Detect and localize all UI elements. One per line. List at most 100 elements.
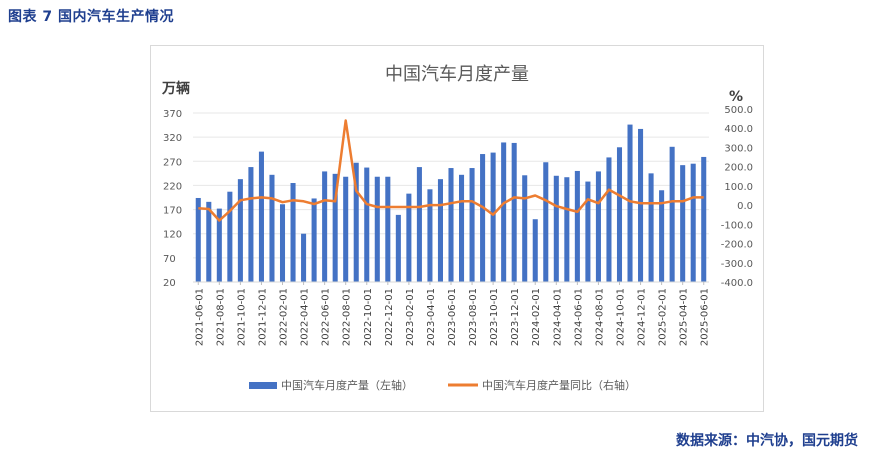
bar xyxy=(427,189,433,282)
bar xyxy=(659,190,665,282)
x-tick-label: 2022-12-01 xyxy=(384,288,395,346)
bar xyxy=(374,176,380,282)
y2-tick-label: -400.0 xyxy=(721,278,753,289)
bar xyxy=(511,142,517,282)
bar xyxy=(522,175,528,282)
x-tick-label: 2021-10-01 xyxy=(236,288,247,346)
x-tick-label: 2025-02-01 xyxy=(658,288,669,346)
y-tick-label: 170 xyxy=(163,206,182,217)
y2-tick-label: -100.0 xyxy=(721,220,753,231)
x-tick-label: 2024-02-01 xyxy=(531,288,542,346)
yoy-line xyxy=(198,119,704,222)
bar xyxy=(680,165,686,282)
legend: 中国汽车月度产量（左轴） 中国汽车月度产量同比（右轴） xyxy=(249,378,636,392)
y2-tick-label: 300.0 xyxy=(724,143,753,154)
bar xyxy=(395,214,401,282)
axis-labels: 20 70 120 170 220 270 320 370 -400.0 -300.0 -200.0… xyxy=(163,105,753,346)
y-tick-label: 370 xyxy=(163,109,182,120)
bar xyxy=(585,181,591,282)
x-tick-label: 2023-06-01 xyxy=(447,288,458,346)
bar xyxy=(606,157,612,282)
bar xyxy=(258,151,264,282)
chart-frame: 中国汽车月度产量 万辆 % 20 70 120 170 220 270 320 370 -400… xyxy=(150,45,764,412)
bar xyxy=(564,177,570,282)
bar xyxy=(690,163,696,282)
bar xyxy=(490,152,496,282)
bar xyxy=(532,219,538,282)
x-tick-label: 2024-12-01 xyxy=(637,288,648,346)
bar xyxy=(416,167,422,282)
x-tick-label: 2023-08-01 xyxy=(468,288,479,346)
legend-bar-swatch xyxy=(249,382,277,389)
bar xyxy=(353,162,359,282)
bar xyxy=(543,162,549,282)
bar xyxy=(269,174,275,282)
y-tick-label: 20 xyxy=(163,278,176,289)
bar xyxy=(343,176,349,282)
y2-tick-label: 100.0 xyxy=(724,182,753,193)
x-tick-label: 2024-10-01 xyxy=(615,288,626,346)
bar xyxy=(332,173,338,282)
x-tick-label: 2023-02-01 xyxy=(405,288,416,346)
x-tick-label: 2021-08-01 xyxy=(215,288,226,346)
bar xyxy=(638,128,644,282)
bar xyxy=(437,179,443,282)
x-tick-label: 2024-08-01 xyxy=(594,288,605,346)
legend-bar-label: 中国汽车月度产量（左轴） xyxy=(281,378,413,392)
bar xyxy=(195,197,201,282)
y2-axis-unit-label: % xyxy=(729,89,743,105)
bar xyxy=(595,171,601,282)
y-tick-label: 320 xyxy=(163,133,182,144)
bar xyxy=(227,191,233,282)
y2-tick-label: 400.0 xyxy=(724,124,753,135)
bar xyxy=(627,124,633,283)
x-tick-label: 2021-12-01 xyxy=(257,288,268,346)
y2-tick-label: 200.0 xyxy=(724,163,753,174)
bar xyxy=(448,168,454,282)
bar xyxy=(290,183,296,282)
source-note: 数据来源：中汽协，国元期货 xyxy=(676,433,858,449)
bar xyxy=(701,156,707,282)
y-axis-unit-label: 万辆 xyxy=(161,80,190,97)
legend-line-label: 中国汽车月度产量同比（右轴） xyxy=(482,378,636,392)
bar xyxy=(648,173,654,282)
y2-tick-label: -300.0 xyxy=(721,259,753,270)
bar xyxy=(279,204,286,282)
bar xyxy=(322,171,328,282)
bar xyxy=(206,201,212,282)
x-tick-label: 2021-06-01 xyxy=(194,288,205,346)
x-tick-label: 2023-12-01 xyxy=(510,288,521,346)
bar xyxy=(616,147,623,282)
x-tick-label: 2022-08-01 xyxy=(342,288,353,346)
x-tick-label: 2025-06-01 xyxy=(700,288,711,346)
x-tick-label: 2022-02-01 xyxy=(279,288,290,346)
bar xyxy=(459,174,465,282)
bar xyxy=(311,198,317,282)
y-tick-label: 70 xyxy=(163,254,176,265)
bar xyxy=(385,176,391,282)
bar xyxy=(501,142,507,282)
bar xyxy=(248,167,254,282)
bar xyxy=(480,154,486,282)
x-tick-label: 2023-04-01 xyxy=(426,288,437,346)
bar xyxy=(406,193,412,282)
line-series xyxy=(198,119,704,222)
x-tick-label: 2022-06-01 xyxy=(321,288,332,346)
bar xyxy=(301,233,307,282)
x-tick-label: 2022-10-01 xyxy=(363,288,374,346)
y-tick-label: 120 xyxy=(163,230,182,241)
y2-tick-label: 500.0 xyxy=(724,105,753,116)
x-tick-label: 2022-04-01 xyxy=(300,288,311,346)
bar xyxy=(553,175,559,282)
y2-tick-label: 0.0 xyxy=(737,201,753,212)
bar xyxy=(237,179,243,282)
y-tick-label: 270 xyxy=(163,157,182,168)
x-tick-label: 2025-04-01 xyxy=(679,288,690,346)
bar xyxy=(574,170,580,282)
y2-tick-label: -200.0 xyxy=(721,240,753,251)
bar xyxy=(216,208,222,282)
chart-title: 中国汽车月度产量 xyxy=(385,64,529,85)
bar xyxy=(364,167,370,282)
chart-svg: 中国汽车月度产量 万辆 % 20 70 120 170 220 270 320 370 -400… xyxy=(161,64,753,392)
x-tick-label: 2023-10-01 xyxy=(489,288,500,346)
